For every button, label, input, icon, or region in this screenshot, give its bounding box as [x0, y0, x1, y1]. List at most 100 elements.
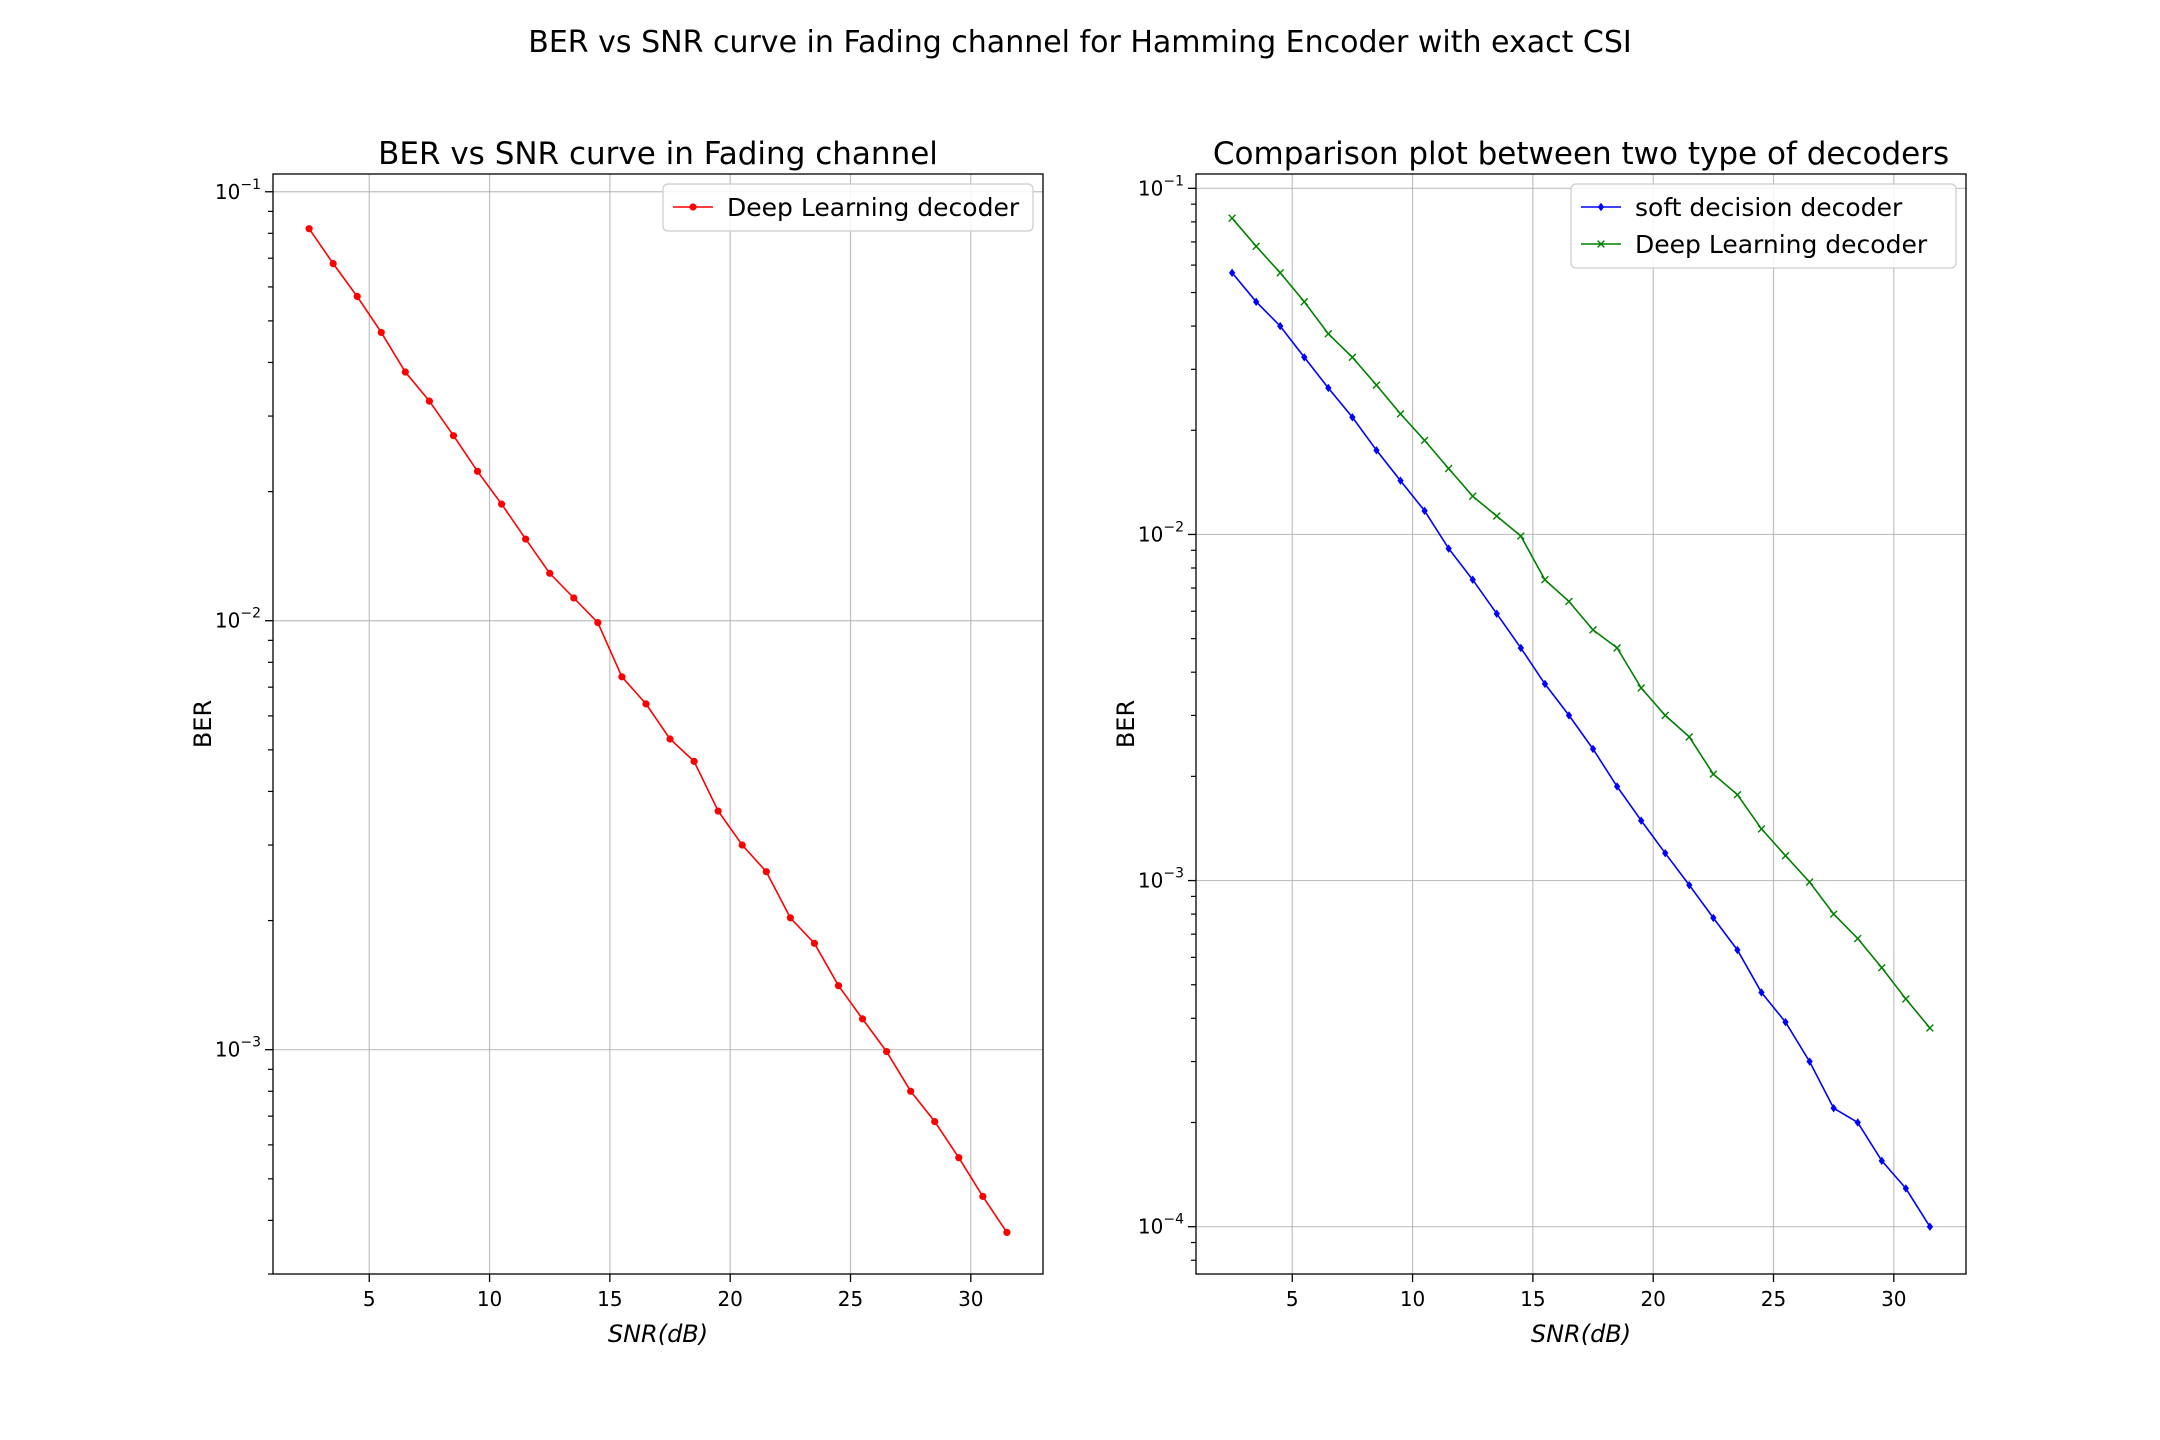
data-point — [1301, 353, 1308, 362]
y-tick-label: 10−2 — [1138, 519, 1184, 546]
x-tick-label: 5 — [363, 1287, 376, 1311]
data-point — [1854, 1118, 1861, 1127]
data-point — [1830, 1103, 1837, 1113]
y-tick-label-base: 10 — [215, 609, 240, 633]
legend-label: Deep Learning decoder — [1635, 230, 1928, 259]
data-point — [329, 260, 337, 268]
marker-stroke — [1709, 770, 1718, 779]
data-point — [1565, 597, 1573, 606]
x-tick-label: 30 — [1881, 1287, 1906, 1311]
y-tick-label-base: 10 — [215, 180, 240, 204]
data-point — [1228, 214, 1236, 223]
data-point — [786, 914, 794, 922]
data-point — [1685, 733, 1694, 741]
marker-stroke — [1926, 1024, 1934, 1032]
data-point — [1565, 711, 1573, 720]
y-tick-label-exponent: −2 — [240, 606, 261, 622]
marker-stroke — [1276, 268, 1285, 277]
data-point — [1277, 321, 1284, 331]
y-tick-label: 10−3 — [1138, 866, 1184, 893]
x-tick-label: 10 — [1400, 1287, 1425, 1311]
legend-marker — [689, 203, 697, 211]
data-point — [1348, 353, 1357, 362]
data-point — [1421, 506, 1428, 516]
legend-label: soft decision decoder — [1635, 193, 1903, 222]
data-point — [1468, 492, 1477, 501]
data-point — [1324, 329, 1333, 338]
marker-stroke — [1805, 878, 1814, 886]
marker-stroke — [1829, 910, 1838, 919]
y-tick-label-exponent: −3 — [1163, 866, 1184, 882]
marker-stroke — [1420, 436, 1429, 445]
marker-stroke — [1492, 512, 1501, 520]
data-point — [642, 700, 650, 708]
marker-stroke — [1252, 242, 1261, 251]
marker-stroke — [1541, 575, 1549, 584]
data-point — [594, 619, 602, 627]
data-point — [1781, 851, 1790, 860]
data-point — [1325, 383, 1332, 393]
legend: soft decision decoder Deep Learning decod… — [1570, 183, 1957, 269]
marker-stroke — [1468, 492, 1477, 501]
x-tick-label: 5 — [1286, 1287, 1299, 1311]
data-point — [1228, 268, 1236, 278]
data-point — [1541, 679, 1549, 689]
data-point — [907, 1087, 915, 1095]
data-point — [810, 939, 819, 947]
x-axis-label: SNR(dB) — [1531, 1320, 1631, 1348]
data-point — [1806, 1057, 1813, 1066]
legend-box — [662, 183, 1034, 232]
data-point — [1516, 532, 1525, 540]
y-axis-label: BER — [189, 700, 217, 748]
marker-stroke — [1228, 214, 1236, 223]
legend-box — [1570, 183, 1957, 269]
data-point — [1710, 913, 1717, 923]
data-point — [1877, 963, 1886, 972]
marker-stroke — [1565, 597, 1573, 606]
data-point — [714, 807, 722, 815]
data-point — [1541, 575, 1549, 584]
x-tick-label: 25 — [838, 1287, 863, 1311]
series-line-1 — [1231, 217, 1931, 1029]
data-point — [1420, 436, 1429, 445]
data-point — [1902, 1184, 1909, 1193]
y-tick-label: 10−2 — [215, 606, 261, 633]
data-point — [666, 735, 674, 743]
marker-stroke — [1733, 790, 1742, 799]
y-tick-label-base: 10 — [215, 1038, 240, 1062]
y-tick-label-base: 10 — [1138, 1215, 1163, 1239]
series-line-0 — [308, 228, 1008, 1233]
data-point — [1637, 684, 1646, 692]
data-point — [1878, 1156, 1885, 1166]
x-axis-label: SNR(dB) — [608, 1320, 708, 1348]
plot-frame — [272, 173, 1044, 1275]
data-point — [1829, 910, 1838, 919]
data-point — [955, 1154, 963, 1162]
x-tick-label: 20 — [1640, 1287, 1665, 1311]
marker-stroke — [1901, 995, 1910, 1003]
data-point — [1613, 782, 1621, 791]
data-point — [1805, 878, 1814, 886]
data-point — [353, 292, 361, 301]
data-point — [1782, 1017, 1789, 1027]
data-point — [1662, 848, 1669, 858]
data-point — [858, 1015, 867, 1023]
data-point — [1493, 609, 1500, 618]
marker-stroke — [1597, 240, 1605, 248]
x-tick-label: 25 — [1761, 1287, 1786, 1311]
y-tick-label-exponent: −4 — [1163, 1212, 1184, 1228]
data-point — [1709, 770, 1718, 779]
x-tick-label: 10 — [477, 1287, 502, 1311]
data-point — [1926, 1222, 1934, 1231]
x-tick-label: 15 — [1520, 1287, 1545, 1311]
marker-stroke — [1853, 934, 1862, 943]
data-point — [1853, 934, 1862, 943]
marker-stroke — [1324, 329, 1333, 338]
marker-stroke — [1589, 625, 1597, 634]
subplot-title: BER vs SNR curve in Fading channel — [378, 136, 938, 172]
data-point — [401, 368, 409, 376]
data-point — [305, 225, 313, 233]
data-point — [1517, 643, 1524, 653]
data-point — [762, 868, 770, 876]
